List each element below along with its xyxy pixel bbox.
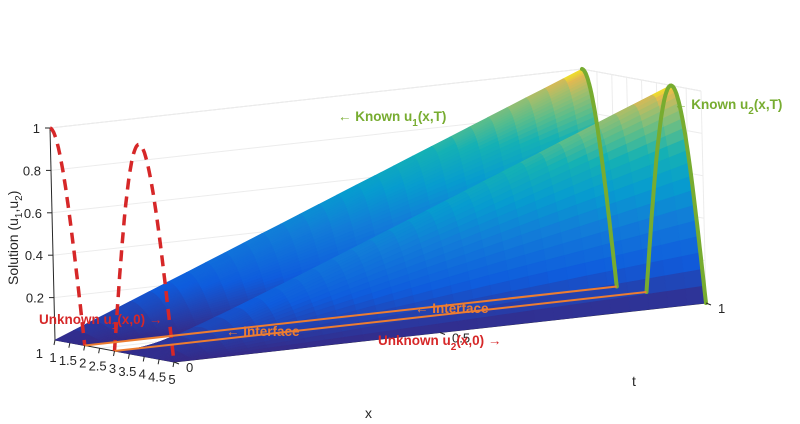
x-tick-label: 1.5 — [59, 353, 77, 368]
surface-patch — [608, 296, 631, 314]
interface-annotation-2: ← Interface — [415, 301, 489, 316]
surface-patch — [627, 293, 650, 312]
t-tick-label: 1 — [718, 301, 725, 316]
surface-patch — [663, 272, 686, 292]
x-tick-label: 4.5 — [148, 369, 166, 384]
t-tick-label: 0.5 — [452, 331, 470, 346]
z-axis-line — [49, 127, 56, 341]
surface-patch — [551, 304, 574, 321]
x-tick-label: 1 — [36, 346, 43, 361]
interface-annotation-1: ← Interface — [226, 324, 300, 339]
surface-patch — [570, 301, 593, 319]
x-tick-mark — [172, 361, 175, 368]
known-u1-line — [580, 67, 619, 289]
t-tick-label: 0 — [186, 360, 193, 375]
surface-patch — [646, 291, 669, 310]
interface-line-2 — [114, 291, 647, 352]
z-tick-label: 0.6 — [24, 206, 42, 221]
known-u2-annotation: ← Known u2(x,T) — [674, 97, 782, 117]
z-tick-label: 0.8 — [23, 163, 41, 178]
interface-line-1 — [84, 285, 617, 347]
x-tick-label: 4 — [139, 367, 146, 382]
surface-patch — [494, 312, 517, 327]
x-axis-label: x — [365, 405, 372, 421]
z-tick-label: 0.4 — [25, 248, 43, 263]
known-u2-line — [644, 83, 708, 305]
t-tick-mark — [439, 332, 446, 335]
boundary-lines — [49, 67, 708, 363]
x-tick-mark — [53, 339, 56, 346]
known-u1-annotation: ← Known u1(x,T) — [338, 109, 446, 129]
surface-patch — [172, 358, 194, 363]
x-tick-label: 2.5 — [89, 358, 107, 373]
x-tick-label: 3.5 — [118, 364, 136, 379]
x-tick-label: 1 — [49, 350, 56, 365]
unknown-u1-annotation: Unknown u1(x,0) → — [39, 312, 162, 332]
grid-line — [700, 90, 707, 304]
t-tick-mark — [173, 361, 180, 365]
unknown-u2-annotation: Unknown u2(x,0) → — [378, 333, 501, 353]
x-tick-mark — [98, 348, 101, 354]
x-tick-mark — [142, 356, 145, 362]
x-tick-label: 2 — [79, 356, 86, 371]
x-tick-mark — [113, 350, 115, 357]
surface-patch — [513, 310, 536, 325]
x-tick-mark — [157, 359, 160, 365]
x-tick-mark — [68, 342, 71, 348]
z-tick-label: 0.2 — [26, 291, 44, 306]
grid-line — [49, 68, 583, 129]
surface-patch — [589, 299, 612, 316]
x-tick-label: 3 — [109, 361, 116, 376]
x-tick-label: 5 — [168, 372, 175, 387]
surface-patch — [665, 288, 688, 308]
t-tick-mark — [705, 302, 712, 306]
tick-labels: 1 1.5 2 2.5 3 3.5 4 4.5 500.510.20.40.60.811 — [23, 121, 725, 387]
x-tick-mark — [127, 353, 130, 359]
grid-line — [581, 68, 702, 92]
z-tick-label: 1 — [33, 121, 40, 136]
surface-patch — [532, 307, 555, 323]
z-axis-label: Solution (u1,u2) — [5, 191, 25, 285]
unknown-u1-line — [49, 126, 87, 346]
x-tick-mark — [83, 345, 86, 351]
t-axis-label: t — [632, 373, 636, 389]
